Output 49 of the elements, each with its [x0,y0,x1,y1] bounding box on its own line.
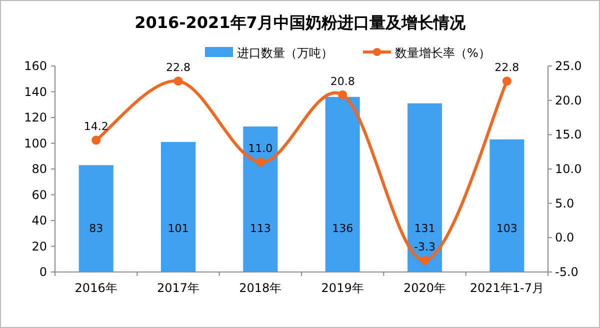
y-tick-label: 140 [24,84,47,99]
y-tick-label: 20 [32,239,47,254]
data-label: 113 [250,222,271,235]
bar [407,103,442,272]
data-label: -3.3 [414,240,436,254]
legend-label: 进口数量（万吨） [237,46,333,60]
y-tick-label: 0 [39,265,47,279]
x-tick-label: 2016年 [74,281,118,295]
point [502,76,512,86]
bar [325,96,360,272]
bar [490,139,524,272]
x-tick-label: 2019年 [321,281,364,295]
point [174,76,183,86]
bar [243,126,278,272]
point [338,90,348,100]
bar [160,142,196,272]
y-tick-label: 60 [32,188,47,202]
y2-tick-label: 25.0 [555,59,582,73]
y2-tick-label: 20.0 [555,93,582,108]
data-label: 131 [414,222,436,235]
data-label: 22.8 [166,61,190,74]
y-tick-label: 40 [32,214,47,228]
y-tick-label: 160 [24,59,47,73]
x-tick-label: 2017年 [156,281,200,295]
y2-tick-label: 15.0 [555,128,582,142]
y2-tick-label: 10.0 [555,162,582,176]
x-tick-label: 2021年1-7月 [470,281,544,295]
legend-label: 数量增长率（%） [395,46,490,60]
y2-tick-label: 0.0 [555,230,574,245]
y-tick-label: 100 [24,136,47,150]
data-label: 136 [332,222,354,235]
y-tick-label: 80 [32,162,47,176]
point [92,136,101,145]
y-tick-label: 120 [24,110,47,124]
data-label: 103 [496,222,518,235]
data-label: 20.8 [330,74,355,88]
y2-tick-label: 5.0 [555,196,574,210]
chart-title: 2016-2021年7月中国奶粉进口量及增长情况 [134,13,466,32]
x-tick-label: 2018年 [239,281,282,295]
y2-tick-label: -5.0 [555,265,578,279]
data-label: 11.0 [248,142,273,156]
bar [78,165,114,272]
x-tick-label: 2020年 [403,281,446,295]
data-label: 22.8 [494,61,520,74]
data-label: 101 [168,222,189,235]
data-label: 83 [89,222,104,235]
point [256,158,265,167]
data-label: 14.2 [84,120,108,134]
point [420,256,430,265]
